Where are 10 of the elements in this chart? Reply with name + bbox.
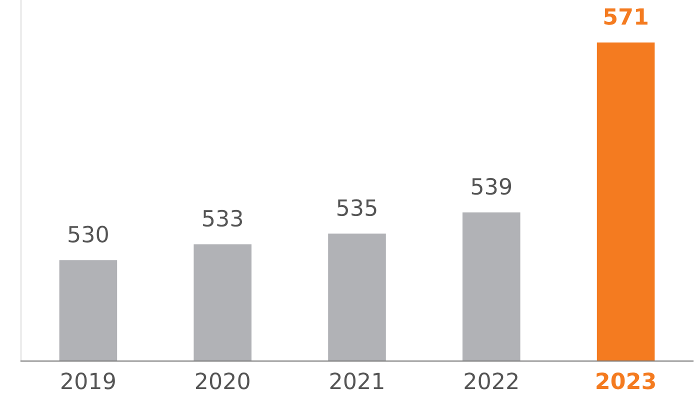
x-tick-label: 2019 (62, 372, 115, 390)
x-tick-label: 2021 (330, 372, 384, 390)
data-label: 539 (472, 178, 512, 195)
x-tick-label: 2023 (596, 372, 655, 390)
x-tick-label: 2022 (464, 372, 518, 390)
data-label: 530 (68, 226, 108, 243)
data-label: 533 (203, 210, 242, 227)
x-tick-label: 2020 (196, 372, 250, 390)
data-label: 571 (604, 8, 648, 25)
data-label: 535 (338, 199, 376, 216)
